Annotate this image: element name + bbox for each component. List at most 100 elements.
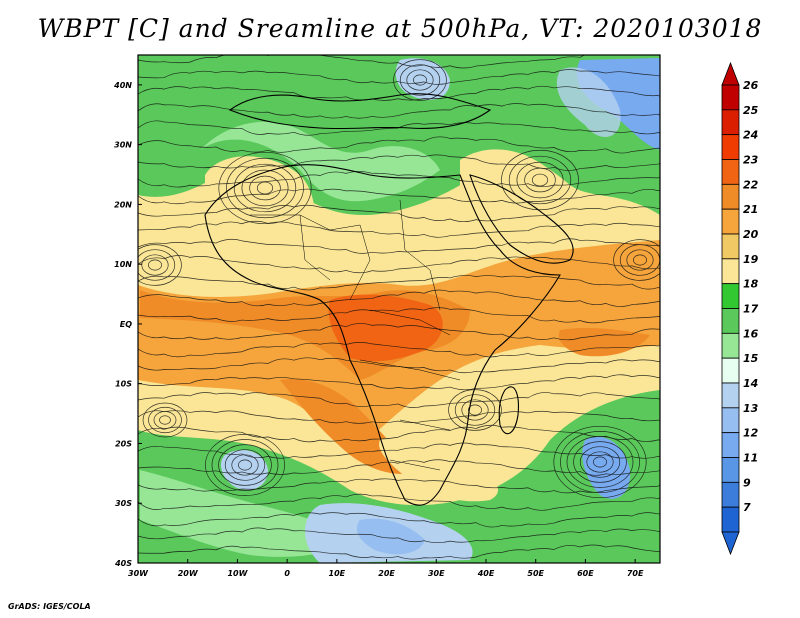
streamline [138,171,660,188]
arabian-peninsula-coastline [469,174,574,264]
colorbar-label: 12 [743,427,759,440]
streamline [138,120,660,136]
streamline [560,431,640,493]
lon-label: 50E [527,569,544,578]
streamline [468,404,482,416]
streamline [138,154,660,171]
streamline [138,69,660,85]
streamline [148,259,162,271]
streamline [256,181,274,195]
lat-label: 20S [115,439,132,448]
lat-label: 30N [114,141,132,150]
streamline [579,446,621,478]
colorbar-swatch [721,84,740,111]
north-lightgreen-patch [200,121,440,202]
streamline [138,289,660,307]
streamline [138,410,660,424]
lon-label: 20E [378,569,395,578]
wbpt-color-field [138,55,660,563]
colorbar-label: 26 [743,79,759,92]
colorbar-label: 11 [743,452,758,465]
longitude-labels: 30W 20W 10W 0 10E 20E 30E 40E 50E 60E 70E [128,559,644,578]
madagascar-coastline [498,386,519,435]
colorbar-label: 13 [743,402,759,415]
colorbar-swatch [721,357,740,384]
streamline [238,459,252,471]
colorbar-swatch [721,233,740,260]
streamline [138,275,660,291]
streamline [413,74,427,86]
colorbar-label: 18 [743,278,759,291]
lon-label: 40E [477,569,495,578]
streamline [138,249,176,281]
streamline [138,459,660,476]
streamline [218,151,312,225]
streamline [153,411,177,429]
lon-label: 60E [577,569,594,578]
streamline [593,456,607,468]
streamline [633,254,647,266]
colorbar-label: 21 [743,203,758,216]
colorbar-label: 15 [743,352,759,365]
streamline [211,439,279,491]
map-figure: 40N 30N 20N 10N EQ 10S 20S 30S 40S 30W 20W 10W 0 10E… [113,54,759,578]
lat-label: 10S [115,380,132,389]
lon-label: 10E [329,569,346,578]
colorbar-swatch [721,258,740,285]
streamline [249,175,281,201]
colorbar-label: 16 [743,327,759,340]
streamline [138,424,660,443]
streamline [141,254,169,276]
colorbar-swatch [721,481,740,508]
colorbar-label: 20 [743,228,759,241]
color-bar: 26 25 24 23 22 21 20 19 18 17 16 15 14 13 12 11 9 7 [721,61,759,556]
streamline [138,493,660,511]
colorbar-swatch [721,506,740,533]
streamline [626,249,654,271]
colorbar-swatch [721,283,740,309]
colorbar-label: 14 [743,377,758,390]
streamline [138,220,660,238]
streamline [138,392,660,408]
lat-label: EQ [120,320,132,329]
grads-credit: GrADS: IGES/COLA [8,602,91,611]
europe-coastline [228,93,492,130]
lon-label: 70E [627,569,644,578]
streamline [224,449,266,481]
streamline [573,441,627,483]
streamline [138,342,660,358]
streamline [218,444,272,486]
streamline [399,64,441,96]
colorbar-label: 19 [743,253,759,266]
streamline [138,238,660,254]
colorbar-label: 23 [743,154,759,167]
lon-label: 0 [284,569,290,578]
equatorial-red-core [328,294,443,362]
colorbar-swatch [721,159,740,185]
colorbar-label: 22 [743,178,759,191]
streamline [393,59,447,101]
streamline [138,544,660,560]
streamline [516,161,564,199]
streamline [448,389,502,431]
streamline [138,512,660,528]
colorbar-label: 25 [743,104,759,117]
streamline [231,454,259,476]
colorbar-bottom-arrow [721,531,740,556]
streamline [454,394,496,426]
colorbar-swatch [721,432,740,458]
latitude-labels: 40N 30N 20N 10N EQ 10S 20S 30S 40S [113,81,142,568]
lon-label: 30E [428,569,445,578]
streamline [138,442,660,459]
colorbar-swatch [721,134,740,160]
streamline [233,163,297,213]
colorbar-swatch [721,308,740,334]
colorbar-swatch [721,208,740,235]
streamline [501,149,579,211]
streamline [138,85,660,101]
streamline [138,136,660,154]
streamline [566,436,634,488]
colorbar-top-arrow [721,61,740,86]
north-yellow-cell-east [460,149,562,248]
streamline [148,406,182,434]
